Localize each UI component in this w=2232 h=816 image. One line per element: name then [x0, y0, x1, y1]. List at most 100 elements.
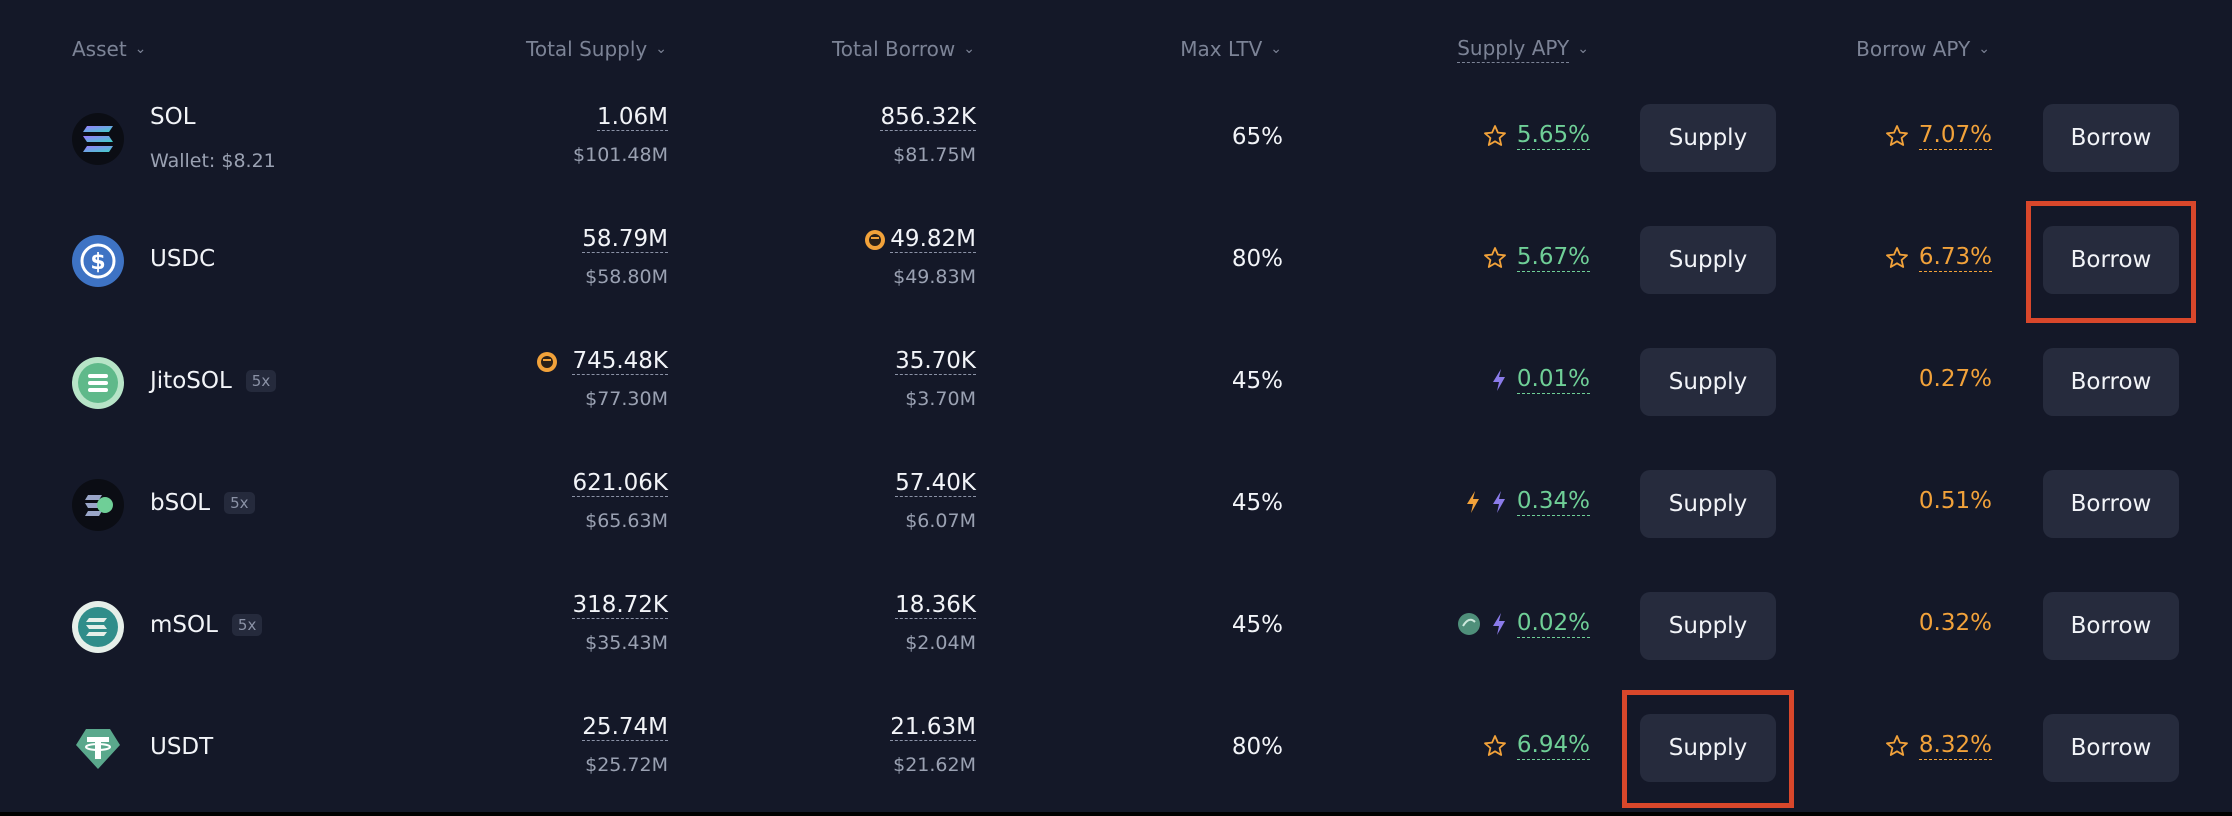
total-supply-amount: 1.06M	[596, 104, 668, 131]
chevron-down-icon: ⌄	[1577, 41, 1589, 57]
asset-name: mSOL 5x	[150, 612, 263, 638]
bottom-edge	[0, 812, 2232, 816]
total-borrow-amount: 57.40K	[895, 470, 976, 497]
asset-name: SOL	[150, 104, 196, 130]
header-asset[interactable]: Asset ⌄	[72, 37, 147, 61]
supply-apy: 5.67%	[1483, 244, 1590, 272]
chevron-down-icon: ⌄	[134, 41, 147, 57]
supply-apy: 0.02%	[1457, 610, 1590, 638]
supply-button[interactable]: Supply	[1640, 226, 1776, 294]
supply-button[interactable]: Supply	[1640, 714, 1776, 782]
total-supply-amount: 621.06K	[572, 470, 668, 497]
supply-button[interactable]: Supply	[1640, 470, 1776, 538]
total-borrow-amount: 35.70K	[895, 348, 976, 375]
borrow-button[interactable]: Borrow	[2043, 348, 2179, 416]
total-supply-usd: $77.30M	[585, 388, 668, 410]
total-borrow-amount: 18.36K	[895, 592, 976, 619]
header-total-supply[interactable]: Total Supply ⌄	[526, 37, 667, 61]
header-max-ltv[interactable]: Max LTV ⌄	[1180, 37, 1282, 61]
borrow-apy: 8.32%	[1885, 732, 1992, 760]
table-row: $ USDC 58.79M $58.80M 49.82M $49.83M 80%…	[0, 200, 2232, 322]
chevron-down-icon: ⌄	[655, 41, 667, 57]
total-supply-amount: 318.72K	[572, 592, 668, 619]
borrow-button[interactable]: Borrow	[2043, 592, 2179, 660]
total-borrow-usd: $49.83M	[893, 266, 976, 288]
header-borrow-apy[interactable]: Borrow APY ⌄	[1856, 37, 1990, 61]
borrow-button[interactable]: Borrow	[2043, 104, 2179, 172]
coin-icon	[536, 351, 558, 373]
sol-token-icon	[72, 113, 124, 165]
star-icon	[1483, 124, 1507, 148]
total-borrow-usd: $2.04M	[905, 632, 976, 654]
borrow-button[interactable]: Borrow	[2043, 714, 2179, 782]
max-ltv: 45%	[1231, 368, 1283, 394]
usdt-token-icon	[72, 723, 124, 775]
total-supply-amount: 745.48K	[536, 348, 668, 375]
total-supply-amount: 25.74M	[582, 714, 668, 741]
total-supply-usd: $65.63M	[585, 510, 668, 532]
bsol-token-icon	[72, 479, 124, 531]
borrow-apy: 7.07%	[1885, 122, 1992, 150]
supply-apy: 0.34%	[1465, 488, 1590, 516]
asset-name: USDT	[150, 734, 214, 760]
chevron-down-icon: ⌄	[963, 41, 975, 57]
supply-button[interactable]: Supply	[1640, 348, 1776, 416]
star-icon	[1483, 734, 1507, 758]
total-supply-amount: 58.79M	[582, 226, 668, 253]
chevron-down-icon: ⌄	[1270, 41, 1282, 57]
leverage-badge: 5x	[231, 614, 263, 636]
asset-name: USDC	[150, 246, 216, 272]
svg-text:$: $	[90, 250, 105, 275]
borrow-apy: 0.51%	[1918, 488, 1992, 514]
table-row: USDT 25.74M $25.72M 21.63M $21.62M 80% 6…	[0, 688, 2232, 810]
jitosol-token-icon	[72, 357, 124, 409]
borrow-button[interactable]: Borrow	[2043, 470, 2179, 538]
total-supply-usd: $58.80M	[585, 266, 668, 288]
star-icon	[1483, 246, 1507, 270]
table-row: JitoSOL 5x 745.48K $77.30M 35.70K $3.70M …	[0, 322, 2232, 444]
max-ltv: 45%	[1231, 490, 1283, 516]
reward-token-icon	[1457, 612, 1481, 636]
max-ltv: 45%	[1231, 612, 1283, 638]
total-borrow-amount: 856.32K	[880, 104, 976, 131]
star-icon	[1885, 246, 1909, 270]
max-ltv: 80%	[1231, 734, 1283, 760]
total-supply-usd: $25.72M	[585, 754, 668, 776]
total-borrow-usd: $6.07M	[905, 510, 976, 532]
table-row: bSOL 5x 621.06K $65.63M 57.40K $6.07M 45%…	[0, 444, 2232, 566]
wallet-balance: Wallet: $8.21	[150, 150, 276, 172]
leverage-badge: 5x	[224, 492, 255, 514]
table-row: SOL Wallet: $8.21 1.06M $101.48M 856.32K…	[0, 78, 2232, 200]
borrow-apy: 0.32%	[1918, 610, 1992, 636]
supply-apy: 5.65%	[1483, 122, 1590, 150]
asset-name: bSOL 5x	[150, 490, 255, 516]
table-row: mSOL 5x 318.72K $35.43M 18.36K $2.04M 45%…	[0, 566, 2232, 688]
usdc-token-icon: $	[72, 235, 124, 287]
msol-token-icon	[72, 601, 124, 653]
borrow-button[interactable]: Borrow	[2043, 226, 2179, 294]
borrow-apy: 6.73%	[1885, 244, 1992, 272]
supply-button[interactable]: Supply	[1640, 104, 1776, 172]
total-borrow-usd: $3.70M	[905, 388, 976, 410]
leverage-badge: 5x	[245, 370, 277, 392]
supply-apy: 0.01%	[1491, 366, 1590, 394]
star-icon	[1885, 124, 1909, 148]
star-icon	[1885, 734, 1909, 758]
supply-button[interactable]: Supply	[1640, 592, 1776, 660]
total-borrow-amount: 49.82M	[864, 226, 976, 253]
borrow-apy: 0.27%	[1918, 366, 1992, 392]
asset-name: JitoSOL 5x	[150, 368, 277, 394]
coin-icon	[864, 229, 886, 251]
header-total-borrow[interactable]: Total Borrow ⌄	[831, 37, 975, 61]
total-borrow-amount: 21.63M	[890, 714, 976, 741]
lightning-icon	[1491, 368, 1507, 392]
lightning-icon	[1491, 612, 1507, 636]
total-supply-usd: $35.43M	[585, 632, 668, 654]
chevron-down-icon: ⌄	[1978, 41, 1990, 57]
lightning-icon	[1491, 490, 1507, 514]
lightning-icon	[1465, 490, 1481, 514]
max-ltv: 65%	[1231, 124, 1283, 150]
header-supply-apy[interactable]: Supply APY ⌄	[1457, 36, 1589, 63]
supply-apy: 6.94%	[1483, 732, 1590, 760]
